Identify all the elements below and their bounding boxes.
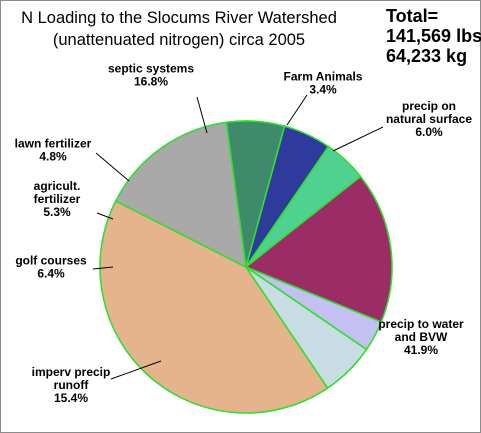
total-label: Total= (386, 6, 439, 26)
slice-label: imperv precip runoff 15.4% (32, 365, 111, 405)
total-lbs: 141,569 lbs (386, 26, 481, 46)
pie-slice-septic-systems (244, 175, 393, 324)
slice-label: precip on natural surface 6.0% (386, 99, 472, 139)
total-kg: 64,233 kg (386, 46, 468, 66)
slice-label: agricult. fertilizer 5.3% (34, 179, 81, 219)
leader-line (110, 360, 162, 380)
leader-line (286, 94, 308, 126)
pie-slice-precip-to-water-and-bvw (99, 200, 329, 414)
chart-title-line2: (unattenuated nitrogen) circa 2005 (52, 31, 306, 49)
slice-label: Farm Animals 3.4% (284, 70, 363, 97)
leader-line (332, 126, 384, 152)
slice-label: lawn fertilizer 4.8% (15, 137, 92, 164)
slice-label: golf courses 6.4% (15, 254, 87, 281)
leader-line (196, 96, 208, 134)
chart-title-line1: N Loading to the Slocums River Watershed (21, 9, 337, 27)
leader-line (92, 266, 114, 270)
total-box: Total= 141,569 lbs 64,233 kg (386, 6, 481, 66)
pie-slice-imperv-precip-runoff (114, 121, 247, 269)
leader-line (95, 152, 130, 182)
pie-slice-precip-on-natural-surface (245, 266, 368, 390)
slice-label: septic systems 16.8% (108, 62, 194, 89)
slice-label: precip to water and BVW 41.9% (378, 317, 464, 357)
leader-line (96, 212, 114, 220)
chart-title: N Loading to the Slocums River Watershed… (9, 7, 349, 51)
